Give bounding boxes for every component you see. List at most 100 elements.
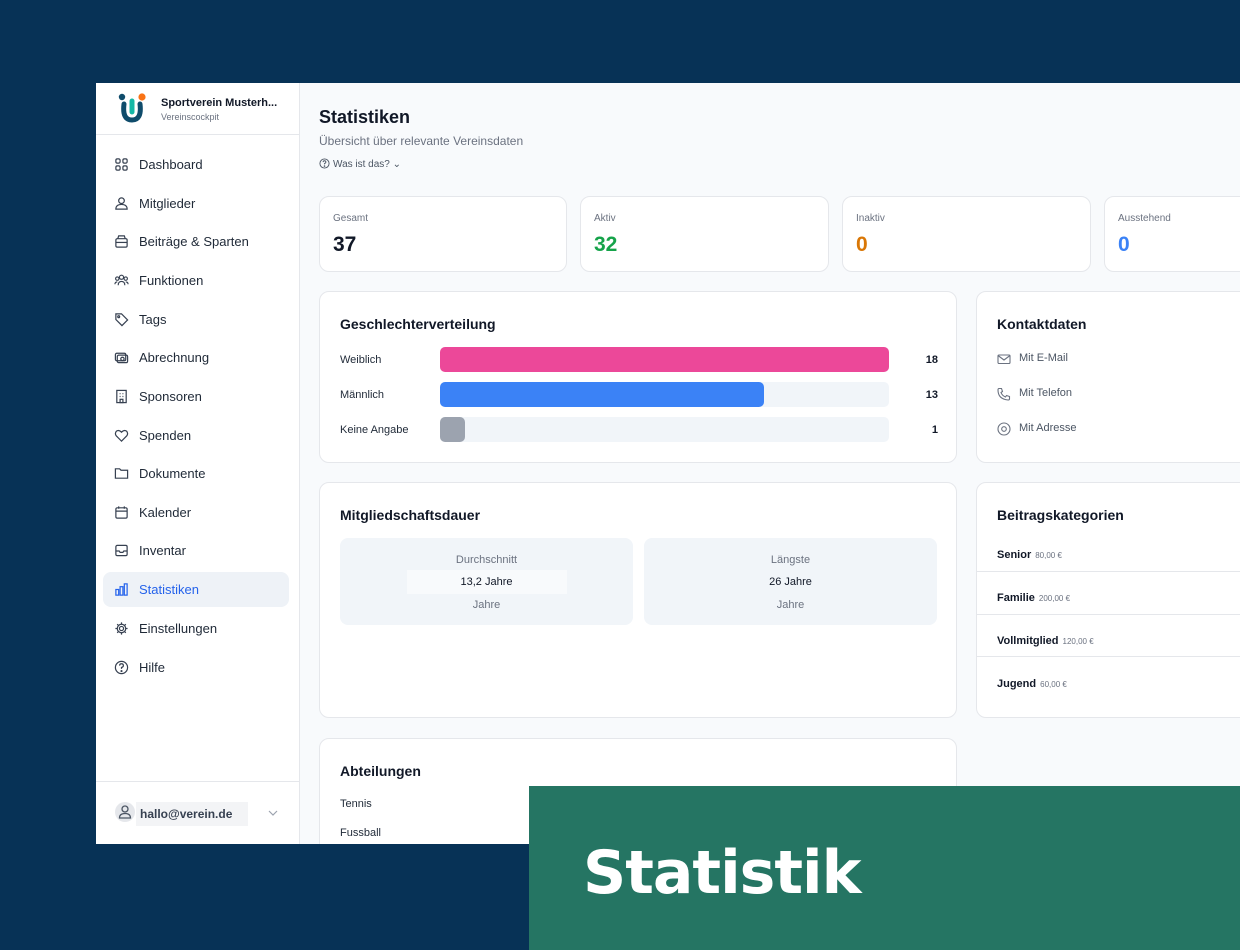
- contact-label: Mit Adresse: [1019, 422, 1077, 434]
- sidebar-item-funktionen[interactable]: Funktionen: [103, 263, 289, 298]
- feature-banner: Statistik: [529, 786, 1240, 950]
- fee-price: 120,00 €: [1062, 637, 1094, 646]
- duration-value: 26 Jahre: [769, 576, 812, 588]
- fee-price: 80,00 €: [1035, 551, 1062, 560]
- banner-title: Statistik: [583, 838, 861, 908]
- banknote-icon: [114, 352, 129, 364]
- app-window: Sportverein Musterh... Vereinscockpit Da…: [96, 83, 1240, 844]
- sidebar-item-spenden[interactable]: Spenden: [103, 418, 289, 453]
- building-icon: [116, 389, 127, 404]
- mail-icon: [997, 354, 1011, 365]
- sidebar-item-label: Spenden: [139, 428, 192, 443]
- stat-card-ausstehend: Ausstehend 0: [1104, 196, 1240, 272]
- bar-count: 1: [931, 424, 938, 436]
- sidebar-item-label: Beiträge & Sparten: [139, 234, 249, 249]
- sidebar-item-label: Tags: [139, 312, 167, 327]
- fee-row: Vollmitglied 120,00 €: [997, 635, 1240, 647]
- duration-label: Längste: [770, 554, 811, 566]
- help-circle-icon: [319, 158, 330, 169]
- contact-label: Mit E-Mail: [1019, 352, 1068, 364]
- map-pin-icon: [997, 422, 1011, 436]
- fee-name: Familie: [997, 592, 1035, 604]
- club-logo-icon: [118, 93, 146, 123]
- fee-name: Senior: [997, 549, 1032, 561]
- duration-value: 13,2 Jahre: [460, 576, 513, 588]
- tag-icon: [115, 313, 129, 327]
- chevron-down-icon[interactable]: [268, 809, 278, 817]
- value-highlight: [407, 570, 567, 594]
- bar-track: [440, 417, 889, 442]
- sidebar-item-dashboard[interactable]: Dashboard: [103, 147, 289, 182]
- gender-bar-keine-angabe: [440, 417, 465, 442]
- sidebar-item-label: Hilfe: [139, 660, 166, 675]
- sidebar-item-inventar[interactable]: Inventar: [103, 533, 289, 568]
- sidebar-item-sponsoren[interactable]: Sponsoren: [103, 379, 289, 414]
- stat-label: Gesamt: [333, 213, 369, 224]
- users-icon: [115, 197, 128, 210]
- duration-longest-box: Längste 26 Jahre Jahre: [644, 538, 937, 625]
- gear-icon: [115, 622, 128, 635]
- bar-track: [440, 382, 889, 407]
- duration-unit: Jahre: [472, 599, 501, 611]
- divider: [977, 571, 1240, 572]
- sidebar-item-label: Kalender: [139, 505, 192, 520]
- duration-average-box: Durchschnitt 13,2 Jahre Jahre: [340, 538, 633, 625]
- stat-label: Inaktiv: [856, 213, 885, 224]
- sidebar-item-beitraege[interactable]: Beiträge & Sparten: [103, 224, 289, 259]
- fee-row: Jugend 60,00 €: [997, 678, 1240, 690]
- grid-icon: [115, 158, 128, 171]
- sidebar-item-kalender[interactable]: Kalender: [103, 495, 289, 530]
- fee-row: Senior 80,00 €: [997, 549, 1240, 561]
- gender-bar-maennlich: [440, 382, 764, 407]
- sidebar-item-mitglieder[interactable]: Mitglieder: [103, 186, 289, 221]
- sidebar-item-label: Statistiken: [139, 582, 199, 597]
- sidebar-item-hilfe[interactable]: Hilfe: [103, 650, 289, 685]
- stat-card-inaktiv: Inaktiv 0: [842, 196, 1091, 272]
- page-subtitle: Übersicht über relevante Vereinsdaten: [319, 134, 524, 148]
- heart-icon: [114, 429, 129, 442]
- brand-header[interactable]: Sportverein Musterh... Vereinscockpit: [96, 83, 300, 135]
- divider: [977, 614, 1240, 615]
- gender-distribution-card: Geschlechterverteilung Weiblich 18 Männl…: [319, 291, 957, 463]
- chevron-down-icon: ⌄: [389, 159, 402, 170]
- sidebar-item-label: Funktionen: [139, 273, 204, 288]
- sidebar-item-statistiken[interactable]: Statistiken: [103, 572, 289, 607]
- bar-chart-icon: [115, 583, 128, 596]
- main-content: Statistiken Übersicht über relevante Ver…: [300, 83, 1240, 844]
- phone-icon: [997, 387, 1011, 401]
- stat-value: 0: [856, 233, 868, 256]
- card-title: Geschlechterverteilung: [340, 316, 496, 332]
- sidebar: Sportverein Musterh... Vereinscockpit Da…: [96, 83, 300, 844]
- duration-unit: Jahre: [776, 599, 805, 611]
- sidebar-item-label: Inventar: [139, 543, 186, 558]
- sidebar-item-label: Einstellungen: [139, 621, 218, 636]
- group-icon: [114, 274, 129, 286]
- stat-value: 37: [333, 233, 357, 256]
- stat-card-gesamt: Gesamt 37: [319, 196, 567, 272]
- club-name: Sportverein Musterh...: [161, 97, 278, 109]
- fee-name: Jugend: [997, 678, 1037, 690]
- contact-data-card: Kontaktdaten Mit E-Mail Mit Telefon Mit …: [976, 291, 1240, 463]
- sidebar-item-tags[interactable]: Tags: [103, 302, 289, 337]
- sidebar-item-einstellungen[interactable]: Einstellungen: [103, 611, 289, 646]
- sidebar-item-dokumente[interactable]: Dokumente: [103, 456, 289, 491]
- fee-price: 200,00 €: [1038, 594, 1071, 603]
- contact-label: Mit Telefon: [1019, 387, 1072, 399]
- sidebar-item-abrechnung[interactable]: Abrechnung: [103, 340, 289, 375]
- help-circle-icon: [114, 660, 129, 675]
- sidebar-item-label: Abrechnung: [139, 350, 210, 365]
- fee-name: Vollmitglied: [997, 635, 1059, 647]
- wallet-icon: [115, 235, 128, 248]
- fee-price: 60,00 €: [1040, 680, 1067, 689]
- duration-label: Durchschnitt: [455, 554, 518, 566]
- help-toggle[interactable]: Was ist das? ⌄: [319, 158, 401, 170]
- fee-categories-card: Beitragskategorien Senior 80,00 € Familie…: [976, 482, 1240, 718]
- department-item: Tennis: [340, 798, 372, 810]
- card-title: Kontaktdaten: [997, 316, 1087, 332]
- card-title: Mitgliedschaftsdauer: [340, 507, 481, 523]
- user-menu[interactable]: hallo@verein.de: [96, 781, 300, 844]
- stat-label: Aktiv: [594, 213, 616, 224]
- inbox-icon: [115, 544, 128, 557]
- bar-label: Männlich: [340, 389, 385, 401]
- divider: [977, 656, 1240, 657]
